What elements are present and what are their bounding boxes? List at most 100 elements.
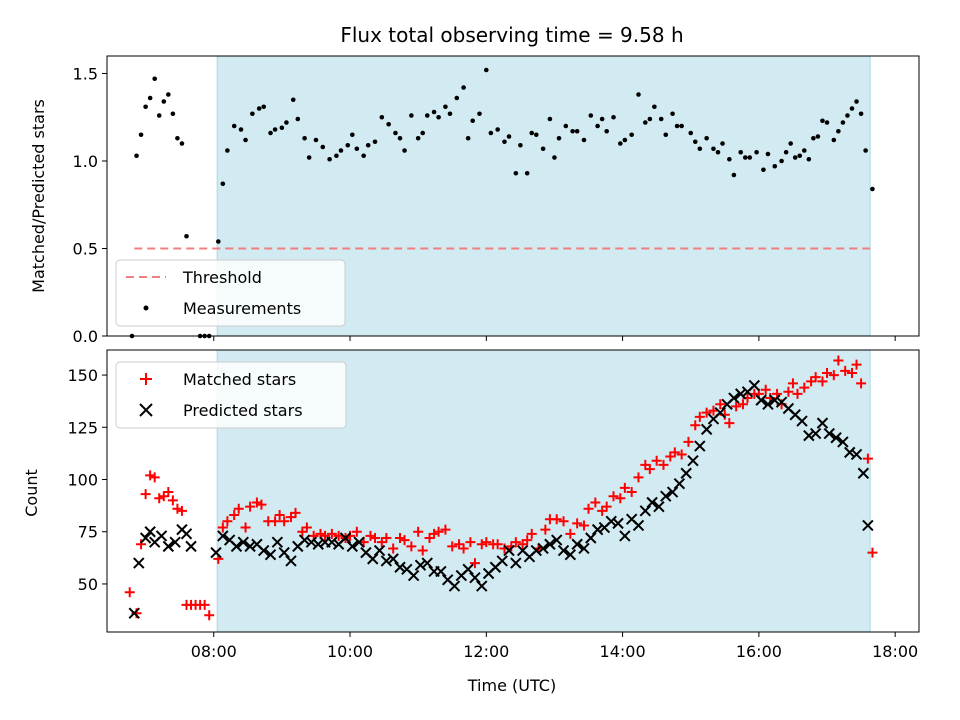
predicted-stars-point [571,538,583,550]
measurement-point [431,109,437,115]
matched-stars-point [551,514,562,525]
matched-stars-point [828,370,839,381]
matched-stars-point [737,399,748,410]
measurement-point [470,118,475,124]
legend-measurements-swatch [143,305,149,311]
plot-frame [106,349,920,633]
x-tick-label: 14:00 [600,642,646,661]
matched-stars-point [481,537,492,548]
y-tick-label: 125 [67,418,98,437]
measurement-point [184,233,189,239]
predicted-stars-point [373,544,386,557]
measurement-point [402,148,407,153]
legend-label: Predicted stars [183,401,303,420]
measurement-point [379,114,385,120]
measurement-point [506,134,512,139]
measurement-point [243,137,248,143]
measurement-point [663,132,669,138]
predicted-stars-point [762,398,774,411]
measurement-point [849,106,855,111]
measurement-point [652,104,657,110]
measurement-point [599,116,605,122]
predicted-stars-point [728,392,740,404]
predicted-stars-point [660,490,672,502]
predicted-stars-point [639,505,652,517]
measurement-point [697,146,703,152]
matched-stars-point [279,516,290,527]
predicted-stars-point [844,446,856,459]
matched-stars-point [351,526,362,537]
measurement-point [143,104,148,110]
measurement-point [327,156,332,162]
measurement-point [477,111,482,117]
predicted-stars-point [298,534,311,546]
measurement-point [502,139,507,145]
predicted-stars-point [591,523,604,536]
measurement-point [350,132,355,138]
predicted-stars-point [734,388,747,400]
matched-stars-point [145,470,156,481]
predicted-stars-point [353,536,365,548]
measurement-point [529,130,535,136]
matched-stars-point [822,367,833,378]
measurement-point [738,149,744,155]
matched-stars-point [669,447,680,458]
measurement-point [588,113,594,118]
measurement-point [306,155,312,160]
measurement-point [290,97,296,103]
predicted-stars-point [850,448,863,461]
measurement-point [279,125,285,131]
predicted-stars-point [421,557,433,569]
measurement-point [524,170,530,176]
measurement-point [372,139,378,145]
matched-stars-point [229,510,240,521]
matched-stars-point [154,493,165,504]
matched-stars-point [715,399,726,410]
legend-label: Matched stars [183,370,296,389]
measurement-point [461,85,466,90]
matched-stars-point [583,503,594,514]
matched-stars-point [590,497,601,508]
predicted-stars-point [407,569,420,582]
measurement-point [870,186,875,192]
matched-stars-point [492,539,503,550]
measurement-point [547,116,553,122]
matched-stars-point [644,464,655,475]
measurement-point [754,149,759,155]
measurement-point [179,141,185,146]
measurement-point [152,76,157,82]
measurement-point [552,155,557,160]
measurement-point [604,128,609,134]
measurement-point [420,130,426,136]
matched-stars-point [413,526,424,537]
matched-stars-point [270,516,281,527]
predicted-stars-point [394,561,406,573]
measurement-point [840,120,846,125]
measurement-point [811,135,816,141]
matched-stars-point [526,528,537,539]
measurement-point [354,146,360,152]
matched-stars-point [395,533,406,543]
predicted-stars-point [646,496,658,509]
matched-stars-point [676,449,687,460]
measurement-point [704,135,709,141]
top-y-axis-title: Matched/Predicted stars [29,99,48,293]
matched-stars-point [810,372,821,383]
measurement-point [156,113,162,118]
matched-stars-point [256,499,267,510]
measurement-point [231,123,237,129]
predicted-stars-point [169,536,181,548]
matched-stars-point [399,535,410,546]
legend-label: Measurements [183,299,301,318]
matched-stars-point [615,493,626,504]
predicted-stars-point [605,515,617,527]
measurement-point [720,141,725,146]
predicted-stars-point [414,559,427,571]
predicted-stars-point [305,536,318,548]
measurement-point [824,120,830,125]
measurement-point [574,128,580,134]
measurement-point [647,116,653,122]
matched-stars-point [199,599,210,610]
predicted-stars-point [809,427,822,440]
predicted-stars-point [128,607,140,619]
